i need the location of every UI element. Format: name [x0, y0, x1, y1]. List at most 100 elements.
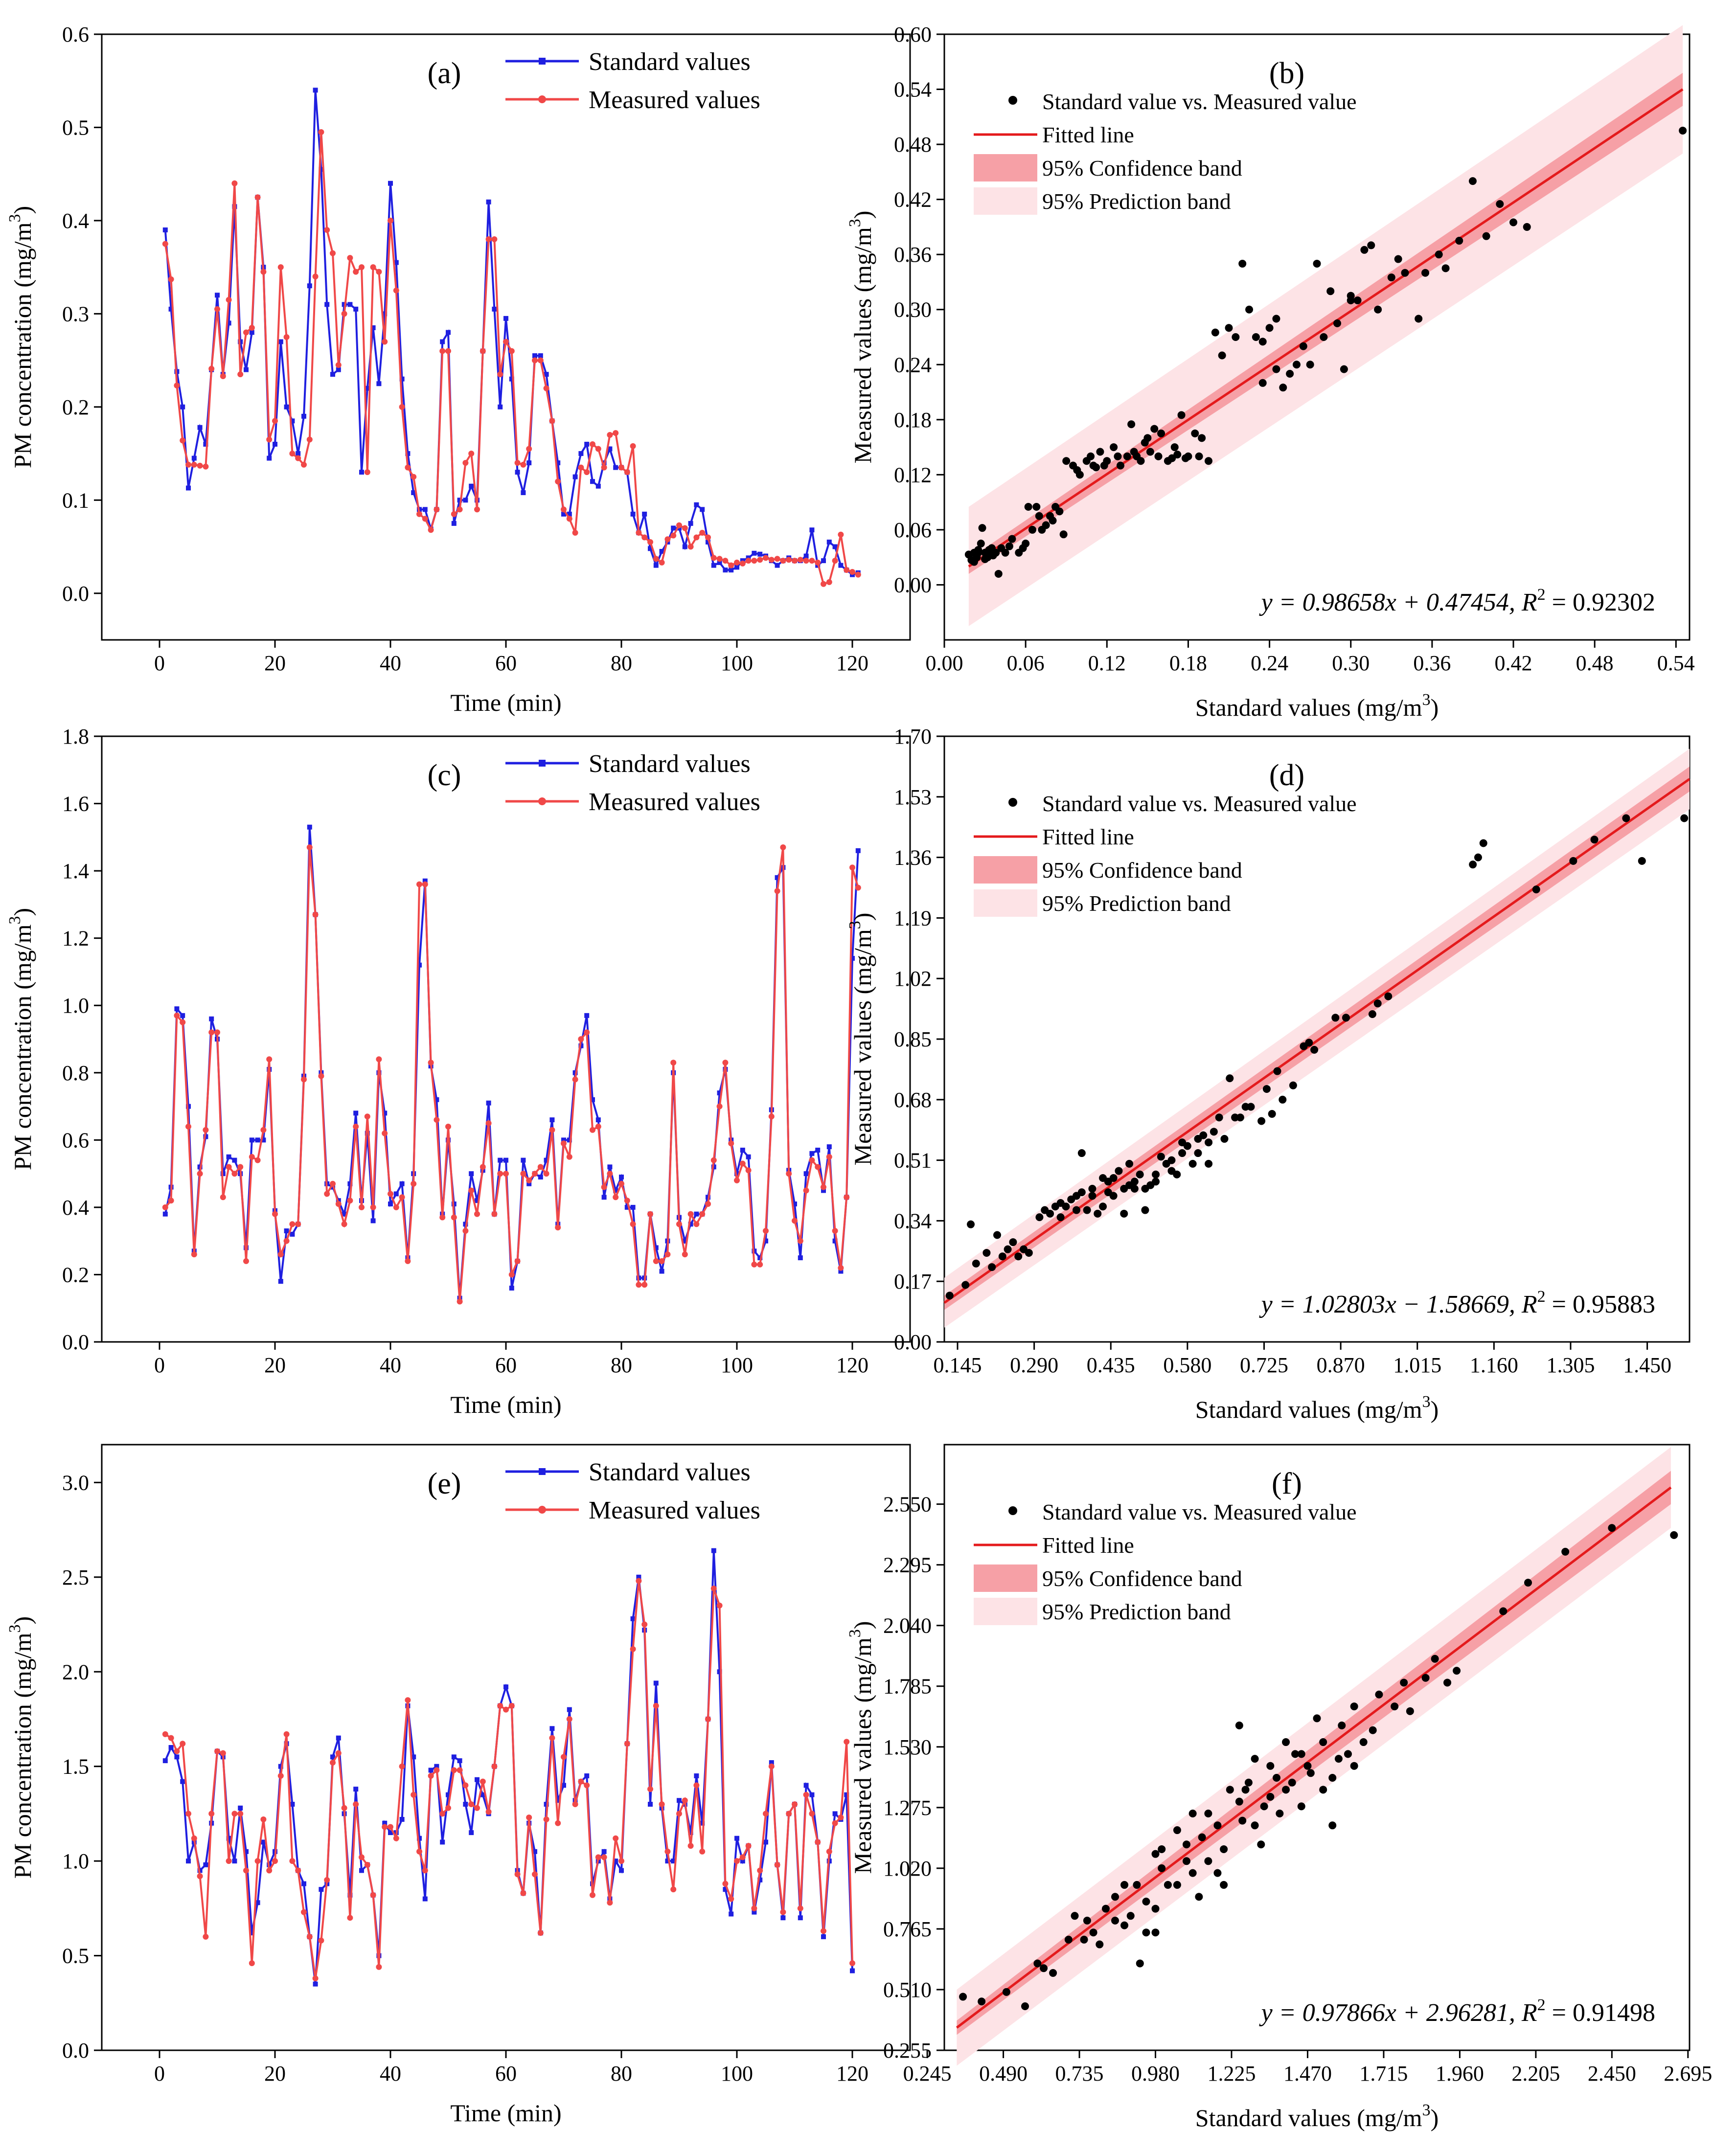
legend-label: Standard value vs. Measured value	[1042, 89, 1357, 114]
point-measured	[422, 881, 428, 887]
point-measured	[745, 558, 752, 564]
scatter-point	[1400, 1678, 1408, 1687]
point-measured	[289, 1858, 296, 1864]
x-tick-label: 0.30	[1332, 651, 1370, 675]
point-standard	[180, 1013, 185, 1018]
point-measured	[266, 436, 273, 443]
scatter-point	[1266, 1762, 1275, 1770]
legend-swatch-prediction	[974, 187, 1037, 215]
point-measured	[301, 1909, 307, 1915]
point-measured	[508, 1271, 515, 1278]
scatter-point	[1056, 1213, 1065, 1222]
scatter-point	[1195, 1893, 1203, 1901]
y-tick-label: 0.30	[894, 298, 932, 322]
y-tick-label: 0.0	[62, 2039, 89, 2063]
scatter-point	[1360, 246, 1369, 254]
point-measured	[590, 1127, 595, 1133]
y-tick-label: 2.0	[62, 1660, 89, 1684]
point-measured	[330, 1180, 336, 1187]
point-measured	[335, 362, 342, 368]
scatter-point	[1092, 463, 1100, 472]
point-standard	[642, 511, 647, 517]
point-measured	[503, 1706, 509, 1713]
point-standard	[746, 1154, 751, 1159]
scatter-point	[1004, 1245, 1012, 1253]
y-tick-label: 0.12	[894, 463, 932, 487]
point-measured	[503, 339, 509, 345]
legend-marker-points	[1008, 1506, 1017, 1515]
point-standard	[353, 1111, 359, 1116]
legend-marker-standard	[539, 760, 546, 767]
y-tick-label: 1.275	[883, 1796, 932, 1820]
point-measured	[445, 1123, 451, 1130]
scatter-point	[1059, 530, 1068, 539]
y-tick-label: 1.6	[62, 792, 89, 816]
point-standard	[561, 1783, 566, 1788]
scatter-point	[1244, 1778, 1253, 1787]
panel-label: (c)	[428, 759, 461, 792]
point-measured	[716, 1602, 723, 1609]
y-tick-label: 0.4	[62, 1196, 89, 1220]
point-measured	[341, 1221, 347, 1227]
point-measured	[226, 1164, 232, 1170]
point-standard	[850, 955, 855, 961]
point-measured	[341, 1805, 347, 1811]
point-measured	[306, 844, 313, 850]
scatter-point	[1032, 503, 1041, 511]
y-tick-label: 2.5	[62, 1565, 89, 1589]
point-standard	[821, 558, 826, 564]
point-measured	[838, 531, 844, 538]
point-measured	[739, 560, 746, 567]
point-measured	[826, 579, 832, 585]
scatter-point	[1532, 885, 1540, 894]
point-standard	[757, 1877, 763, 1882]
point-measured	[185, 461, 191, 468]
scatter-point	[1116, 461, 1124, 470]
point-measured	[434, 506, 440, 513]
y-tick-label: 0.2	[62, 395, 89, 419]
legend-swatch-confidence	[974, 856, 1037, 884]
x-tick-label: 1.450	[1623, 1353, 1671, 1377]
point-standard	[665, 1859, 670, 1864]
point-measured	[191, 461, 197, 468]
scatter-point	[1136, 1170, 1144, 1179]
point-measured	[480, 348, 486, 354]
x-tick-label: 0.18	[1169, 651, 1207, 675]
scatter-point	[1146, 448, 1154, 456]
point-standard	[844, 1792, 849, 1797]
point-measured	[439, 1811, 446, 1817]
point-measured	[197, 1171, 203, 1177]
scatter-point	[1292, 361, 1301, 369]
x-tick-label: 0.145	[934, 1353, 982, 1377]
point-measured	[208, 365, 215, 372]
point-measured	[797, 1238, 803, 1244]
scatter-point	[1303, 1762, 1312, 1770]
point-measured	[347, 1915, 353, 1921]
point-standard	[509, 1285, 514, 1291]
point-measured	[266, 1867, 273, 1874]
x-axis-label: Standard values (mg/m3)	[1195, 1393, 1439, 1423]
scatter-point	[1333, 319, 1342, 327]
point-measured	[710, 555, 717, 561]
point-standard	[734, 1171, 739, 1177]
scatter-point	[1120, 1921, 1129, 1929]
point-standard	[301, 1881, 306, 1886]
scatter-point	[1002, 1988, 1010, 1996]
scatter-point	[1401, 269, 1409, 277]
point-measured	[335, 1201, 342, 1207]
point-measured	[687, 1211, 694, 1217]
scatter-point	[1320, 333, 1328, 341]
point-measured	[641, 534, 648, 541]
point-standard	[209, 1016, 214, 1021]
point-standard	[538, 353, 543, 359]
legend-marker-points	[1008, 798, 1017, 807]
point-measured	[306, 436, 313, 443]
x-tick-label: 0.24	[1251, 651, 1288, 675]
plot-frame-a	[101, 33, 911, 641]
point-standard	[168, 306, 174, 312]
scatter-point	[1205, 1138, 1213, 1147]
point-measured	[670, 1060, 677, 1066]
point-measured	[549, 1735, 555, 1741]
point-measured	[283, 1238, 290, 1244]
scatter-point	[1198, 434, 1206, 442]
